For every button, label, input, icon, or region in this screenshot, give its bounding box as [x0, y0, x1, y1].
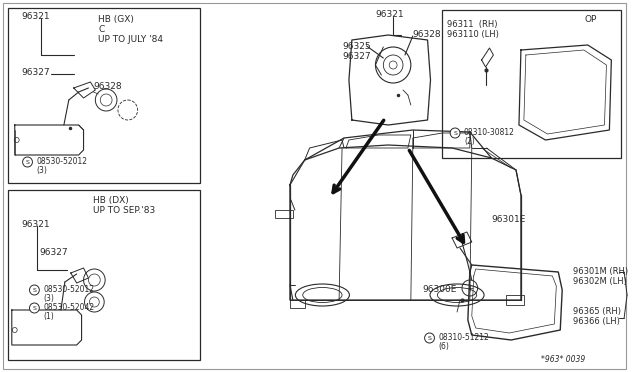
Text: 96301M (RH): 96301M (RH) [573, 267, 628, 276]
Text: (6): (6) [438, 342, 449, 351]
Circle shape [424, 333, 435, 343]
Text: 96325: 96325 [342, 42, 371, 51]
Circle shape [29, 285, 39, 295]
Text: 96327: 96327 [22, 68, 51, 77]
Text: (2): (2) [464, 137, 475, 146]
Text: S: S [453, 131, 457, 135]
Text: 96321: 96321 [376, 10, 404, 19]
Bar [506, 295, 524, 305]
Bar [290, 300, 305, 308]
Bar [275, 210, 293, 218]
Bar [8, 190, 200, 360]
Text: HB (GX): HB (GX) [99, 15, 134, 24]
Circle shape [29, 303, 39, 313]
Text: 96327: 96327 [39, 248, 68, 257]
Text: 96328: 96328 [413, 30, 442, 39]
Text: 96300E: 96300E [422, 285, 457, 294]
Text: (3): (3) [36, 166, 47, 175]
Bar [442, 10, 621, 158]
Text: 96328: 96328 [93, 82, 122, 91]
Ellipse shape [295, 284, 349, 306]
Text: 96365 (RH): 96365 (RH) [573, 307, 621, 316]
Text: *963* 0039: *963* 0039 [541, 355, 585, 364]
Circle shape [450, 128, 460, 138]
Bar [8, 8, 200, 183]
Text: 08530-52042: 08530-52042 [44, 303, 94, 312]
Text: UP TO JULY '84: UP TO JULY '84 [99, 35, 163, 44]
Text: 96321: 96321 [22, 12, 51, 21]
Text: HB (DX): HB (DX) [93, 196, 129, 205]
Text: 96366 (LH): 96366 (LH) [573, 317, 620, 326]
Text: S: S [428, 336, 431, 340]
Text: 08310-30812: 08310-30812 [464, 128, 515, 137]
Text: 08530-52012: 08530-52012 [44, 285, 94, 294]
Text: OP: OP [585, 15, 597, 24]
Text: 96311  (RH): 96311 (RH) [447, 20, 498, 29]
Text: 96327: 96327 [342, 52, 371, 61]
Text: UP TO SEP.'83: UP TO SEP.'83 [93, 206, 156, 215]
Text: S: S [33, 288, 36, 292]
Text: (1): (1) [44, 312, 54, 321]
Text: (3): (3) [44, 294, 54, 303]
Text: S: S [33, 305, 36, 311]
Text: 08530-52012: 08530-52012 [36, 157, 88, 166]
Text: 08310-51212: 08310-51212 [438, 333, 489, 342]
Ellipse shape [430, 284, 484, 306]
Circle shape [22, 157, 33, 167]
Text: C: C [99, 25, 104, 34]
Text: 96302M (LH): 96302M (LH) [573, 277, 627, 286]
Text: 963110 (LH): 963110 (LH) [447, 30, 499, 39]
Text: 96301E: 96301E [492, 215, 526, 224]
Text: 96321: 96321 [22, 220, 51, 229]
Text: S: S [26, 160, 29, 164]
